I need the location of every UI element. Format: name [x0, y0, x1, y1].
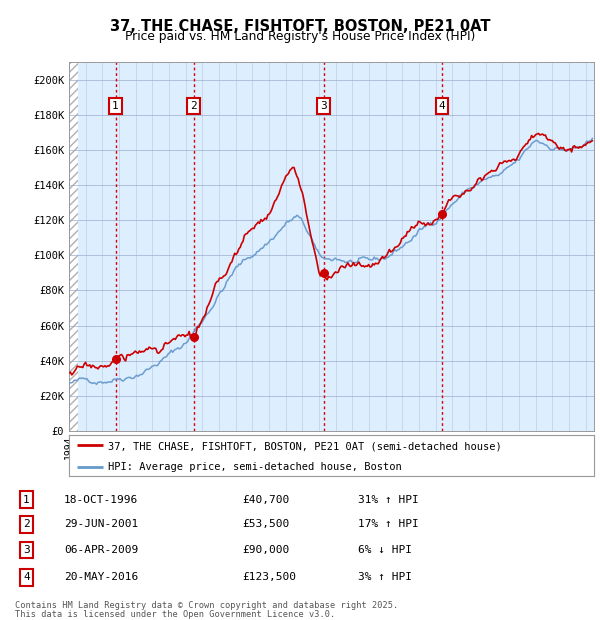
Text: 18-OCT-1996: 18-OCT-1996: [64, 495, 138, 505]
Text: 29-JUN-2001: 29-JUN-2001: [64, 520, 138, 529]
Text: 2: 2: [23, 520, 30, 529]
Text: Price paid vs. HM Land Registry's House Price Index (HPI): Price paid vs. HM Land Registry's House …: [125, 30, 475, 43]
Text: 37, THE CHASE, FISHTOFT, BOSTON, PE21 0AT (semi-detached house): 37, THE CHASE, FISHTOFT, BOSTON, PE21 0A…: [109, 441, 502, 451]
Text: 1: 1: [112, 101, 119, 111]
Text: 06-APR-2009: 06-APR-2009: [64, 546, 138, 556]
Text: 17% ↑ HPI: 17% ↑ HPI: [358, 520, 418, 529]
Text: 20-MAY-2016: 20-MAY-2016: [64, 572, 138, 582]
Text: 3: 3: [320, 101, 327, 111]
Text: 2: 2: [190, 101, 197, 111]
Text: 1: 1: [23, 495, 30, 505]
Text: Contains HM Land Registry data © Crown copyright and database right 2025.: Contains HM Land Registry data © Crown c…: [15, 601, 398, 609]
Text: 31% ↑ HPI: 31% ↑ HPI: [358, 495, 418, 505]
Text: 3: 3: [23, 546, 30, 556]
Text: HPI: Average price, semi-detached house, Boston: HPI: Average price, semi-detached house,…: [109, 463, 402, 472]
Text: £90,000: £90,000: [242, 546, 290, 556]
Text: 6% ↓ HPI: 6% ↓ HPI: [358, 546, 412, 556]
Text: 4: 4: [23, 572, 30, 582]
Text: This data is licensed under the Open Government Licence v3.0.: This data is licensed under the Open Gov…: [15, 610, 335, 619]
Text: £40,700: £40,700: [242, 495, 290, 505]
Text: 3% ↑ HPI: 3% ↑ HPI: [358, 572, 412, 582]
Text: £123,500: £123,500: [242, 572, 296, 582]
Text: 4: 4: [439, 101, 445, 111]
Text: 37, THE CHASE, FISHTOFT, BOSTON, PE21 0AT: 37, THE CHASE, FISHTOFT, BOSTON, PE21 0A…: [110, 19, 490, 33]
Text: £53,500: £53,500: [242, 520, 290, 529]
